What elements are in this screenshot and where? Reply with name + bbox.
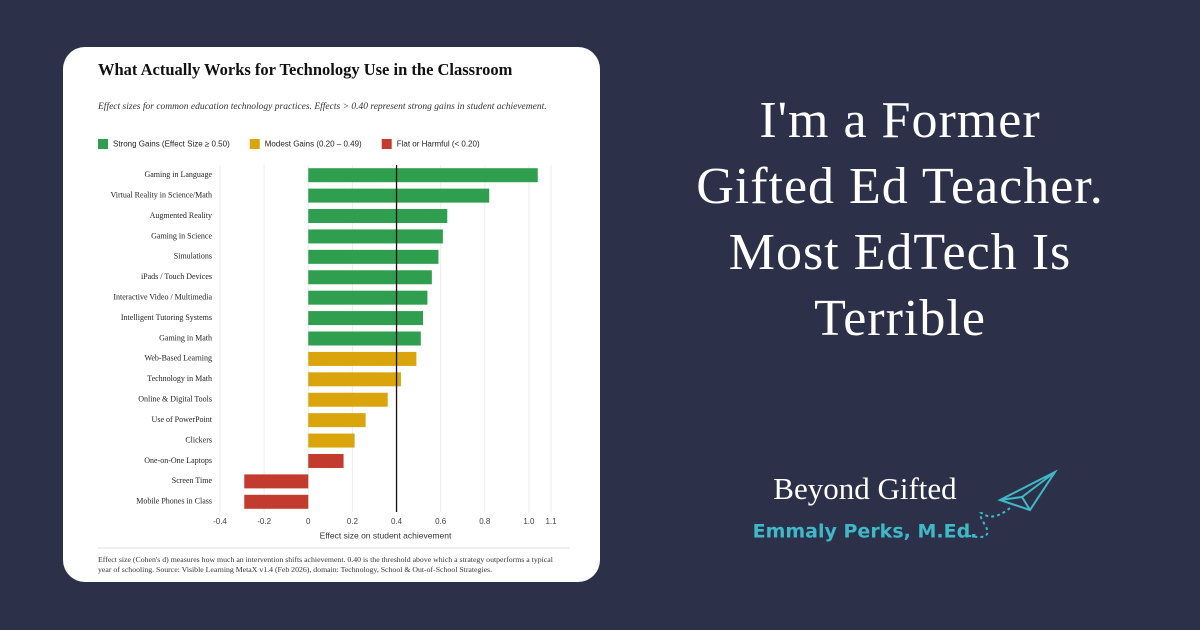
category-label: Gaming in Science [151, 231, 212, 240]
chart-title: What Actually Works for Technology Use i… [98, 60, 513, 79]
bar [244, 494, 309, 509]
legend-swatch [381, 139, 392, 149]
legend-swatch [98, 139, 108, 149]
brand-name: Beyond Gifted [773, 471, 957, 506]
headline-line: Terrible [814, 290, 986, 347]
bar [308, 453, 344, 468]
legend-label: Flat or Harmful (< 0.20) [397, 140, 480, 149]
bar [308, 290, 428, 305]
chart-note: Effect size (Cohen's d) measures how muc… [98, 555, 553, 574]
category-label: Web-Based Learning [144, 354, 212, 363]
legend-swatch [249, 139, 260, 149]
chart-subtitle: Effect sizes for common education techno… [98, 102, 547, 112]
bar [308, 311, 424, 326]
bar [308, 249, 439, 264]
x-tick-label: 0.4 [391, 517, 403, 526]
bar [308, 209, 448, 224]
category-label: Simulations [174, 252, 212, 261]
bar [308, 392, 388, 407]
x-tick-label: 0.6 [435, 517, 447, 526]
bar [308, 331, 421, 346]
category-label: Gaming in Language [144, 170, 212, 179]
category-label: Mobile Phones in Class [136, 497, 212, 506]
x-tick-label: 0 [306, 517, 311, 526]
category-label: Gaming in Math [159, 333, 212, 342]
category-label: Online & Digital Tools [138, 395, 212, 404]
bar [308, 270, 432, 285]
brand-author: Emmaly Perks, M.Ed. [753, 521, 978, 543]
bar [244, 474, 309, 489]
category-label: Technology in Math [147, 374, 212, 383]
category-label: Clickers [185, 435, 212, 444]
category-label: One-on-One Laptops [144, 456, 212, 465]
category-label: Virtual Reality in Science/Math [111, 190, 213, 199]
bar [308, 168, 538, 183]
paper-plane-icon [964, 469, 1058, 538]
headline-line: I'm a Former [759, 92, 1040, 149]
legend-label: Modest Gains (0.20 – 0.49) [265, 140, 362, 149]
bar [308, 229, 443, 244]
x-tick-label: 0.8 [479, 517, 491, 526]
headline-line: Most EdTech Is [729, 224, 1072, 281]
bar [308, 351, 417, 366]
category-label: Screen Time [172, 476, 213, 485]
bar [308, 433, 355, 448]
x-tick-label: 1.0 [523, 517, 535, 526]
bar [308, 188, 490, 203]
category-label: iPads / Touch Devices [141, 272, 212, 281]
x-tick-label: 1.1 [545, 517, 557, 526]
x-tick-label: -0.2 [257, 517, 271, 526]
headline-line: Gifted Ed Teacher. [696, 158, 1104, 215]
x-axis-label: Effect size on student achievement [320, 530, 452, 540]
category-label: Augmented Reality [150, 211, 212, 220]
x-tick-label: 0.2 [347, 517, 359, 526]
category-label: Use of PowerPoint [152, 415, 213, 424]
category-label: Interactive Video / Multimedia [113, 293, 212, 302]
bar [308, 372, 401, 387]
category-label: Intelligent Tutoring Systems [121, 313, 212, 322]
legend-label: Strong Gains (Effect Size ≥ 0.50) [113, 140, 230, 149]
bar [308, 413, 366, 428]
x-tick-label: -0.4 [213, 517, 227, 526]
